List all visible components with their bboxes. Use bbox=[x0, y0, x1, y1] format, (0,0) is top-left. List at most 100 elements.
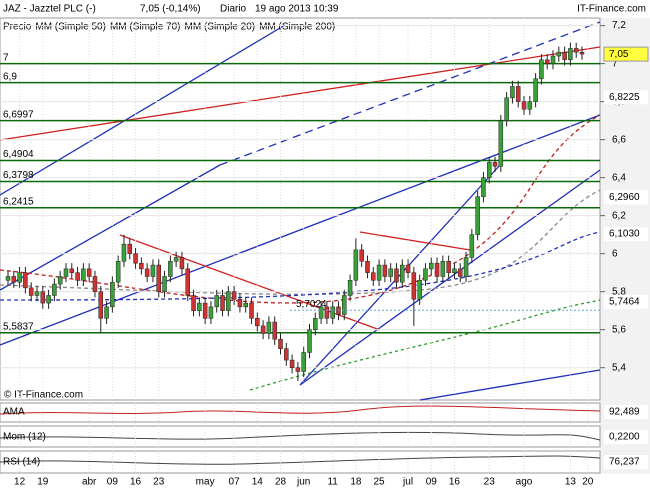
x-tick-label: 18 bbox=[350, 477, 362, 488]
candle-body bbox=[197, 302, 202, 311]
x-tick-label: ago bbox=[516, 477, 533, 488]
candle-body bbox=[492, 162, 498, 167]
candle-body bbox=[52, 283, 57, 296]
x-tick-label: 20 bbox=[582, 477, 594, 488]
x-tick-label: 12 bbox=[14, 477, 26, 488]
y-tick-label: 7,2 bbox=[612, 20, 626, 31]
candle-body bbox=[121, 243, 127, 262]
candle-body bbox=[359, 249, 364, 262]
level-label: 7 bbox=[3, 52, 9, 63]
candle-body bbox=[289, 359, 295, 368]
candle-body bbox=[57, 276, 63, 285]
candle-body bbox=[318, 306, 324, 319]
candle-body bbox=[475, 196, 480, 235]
legend-entry: MM (Simple 70) bbox=[110, 22, 181, 33]
candle-body bbox=[353, 249, 359, 281]
candle-body bbox=[104, 306, 109, 319]
candle-body bbox=[394, 268, 399, 283]
candle-body bbox=[69, 268, 75, 273]
candle-body bbox=[562, 51, 567, 61]
candle-body bbox=[324, 306, 330, 319]
candle-body bbox=[307, 329, 312, 353]
x-tick-label: may bbox=[196, 477, 215, 488]
candle-body bbox=[173, 257, 179, 262]
x-tick-label: 11 bbox=[327, 477, 338, 488]
candle-body bbox=[179, 257, 185, 270]
candle-body bbox=[573, 48, 579, 53]
candle-body bbox=[371, 272, 376, 281]
candle-body bbox=[521, 101, 527, 110]
marker-box bbox=[604, 90, 648, 105]
level-label: 6,3798 bbox=[3, 170, 34, 181]
candle-body bbox=[498, 120, 504, 167]
legend-entry: MM (Simple 20) bbox=[185, 22, 256, 33]
candle-body bbox=[63, 268, 69, 277]
marker-label: 6,2960 bbox=[609, 192, 640, 203]
indicator-name: AMA bbox=[3, 407, 25, 418]
candle-body bbox=[168, 261, 173, 277]
marker-label: 6,8225 bbox=[609, 92, 640, 103]
candle-body bbox=[260, 325, 266, 334]
candle-body bbox=[411, 272, 417, 300]
quote: 7,05 (-0,14%) bbox=[140, 4, 201, 15]
y-tick-label: 6,6 bbox=[612, 134, 626, 145]
candle-body bbox=[568, 48, 573, 61]
panel-mom bbox=[0, 425, 601, 448]
candle-body bbox=[127, 243, 133, 254]
candle-body bbox=[110, 281, 115, 308]
x-tick-label: 16 bbox=[130, 477, 142, 488]
candle-body bbox=[255, 318, 260, 327]
main-panel bbox=[0, 17, 601, 401]
level-label: 5,5837 bbox=[3, 321, 34, 332]
candle-body bbox=[347, 280, 353, 296]
candle-body bbox=[388, 268, 393, 277]
period: Diario bbox=[220, 4, 247, 15]
candle-body bbox=[40, 291, 46, 304]
indicator-name: RSI (14) bbox=[3, 457, 40, 468]
y-tick-label: 6,4 bbox=[612, 172, 626, 183]
candle-body bbox=[191, 295, 196, 311]
candle-body bbox=[28, 287, 34, 296]
candle-body bbox=[226, 291, 231, 311]
indicator-box bbox=[604, 455, 648, 469]
candle-body bbox=[185, 268, 190, 296]
candle-body bbox=[202, 302, 208, 319]
candle-body bbox=[162, 276, 167, 292]
x-tick-label: abr bbox=[82, 477, 97, 488]
marker-label: 7,05 bbox=[609, 49, 629, 60]
legend-entry: Precio bbox=[3, 22, 32, 33]
candle-body bbox=[17, 272, 22, 283]
candle-body bbox=[237, 299, 243, 308]
candle-body bbox=[214, 295, 219, 308]
marker-label: 6,1030 bbox=[609, 229, 640, 240]
brand: IT-Finance.com bbox=[577, 4, 646, 15]
candle-body bbox=[446, 261, 451, 273]
legend-entry: MM (Simple 50) bbox=[35, 22, 106, 33]
y-tick-label: 6,2 bbox=[612, 210, 626, 221]
candle-body bbox=[527, 101, 533, 110]
candle-body bbox=[75, 272, 80, 281]
marker-label: 5,7464 bbox=[609, 296, 640, 307]
candle-body bbox=[278, 338, 283, 349]
x-tick-label: 28 bbox=[275, 477, 287, 488]
datetime: 19 ago 2013 10:39 bbox=[255, 4, 339, 15]
candle-body bbox=[243, 302, 248, 308]
candle-body bbox=[139, 262, 144, 270]
candle-body bbox=[115, 261, 121, 283]
candle-body bbox=[231, 291, 237, 300]
candle-body bbox=[272, 321, 277, 340]
indicator-reading: 92,489 bbox=[609, 407, 640, 418]
candle-body bbox=[452, 268, 457, 273]
candle-body bbox=[365, 261, 370, 273]
candle-body bbox=[46, 295, 51, 304]
candle-body bbox=[469, 234, 475, 258]
x-tick-label: 23 bbox=[153, 477, 165, 488]
candle-body bbox=[417, 280, 422, 300]
level-label: 6,6997 bbox=[3, 109, 34, 120]
x-tick-label: jul bbox=[402, 477, 413, 488]
x-tick-label: 16 bbox=[449, 477, 461, 488]
panel-rsi bbox=[0, 450, 601, 474]
candle-body bbox=[86, 268, 92, 277]
marker-box bbox=[604, 227, 648, 242]
candle-body bbox=[313, 318, 318, 330]
